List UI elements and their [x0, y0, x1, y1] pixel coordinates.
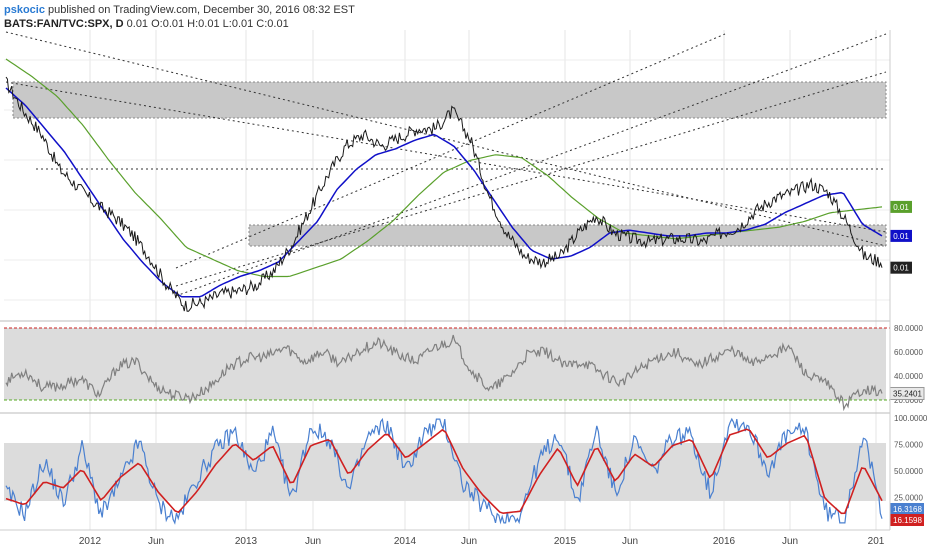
fast-moving-average-line[interactable] [5, 87, 883, 298]
chart-header: pskocic published on TradingView.com, De… [4, 3, 355, 31]
stoch-d-value-badge [890, 514, 924, 526]
time-tick-label: 2012 [79, 536, 102, 547]
support-zone [248, 224, 887, 247]
rsi-pane [4, 327, 890, 412]
time-tick-label: 2013 [235, 536, 258, 547]
publish-info: published on TradingView.com, December 3… [48, 4, 355, 16]
rsi-line[interactable] [5, 334, 883, 412]
price-line[interactable] [5, 76, 883, 312]
stoch-k-value-badge [890, 503, 924, 515]
price-label-value: 0.01 [893, 232, 909, 241]
stoch-tick-label: 25.0000 [894, 494, 923, 503]
time-scale[interactable]: 2012 Jun 2013 Jun 2014 Jun 2015 Jun 2016 Jun 201 [79, 536, 885, 547]
stoch-tick-label: 75.0000 [894, 441, 923, 450]
ohlc-values: 0.01 O:0.01 H:0.01 L:0.01 C:0.01 [126, 18, 289, 30]
price-scale[interactable]: 0.01 0.01 0.01 80.0000 60.0000 40.0000 20.0000… [889, 200, 928, 526]
price-label-value: 0.01 [893, 264, 909, 273]
time-tick-label: Jun [782, 536, 798, 547]
rsi-tick-label: 80.0000 [894, 324, 923, 333]
rsi-band [4, 328, 886, 400]
rsi-tick-label: 40.0000 [894, 372, 923, 381]
time-tick-label: Jun [305, 536, 321, 547]
downtrend-line-2[interactable] [5, 81, 887, 233]
price-pane [5, 31, 887, 312]
stoch-tick-label: 100.0000 [894, 414, 928, 423]
price-label-value: 0.01 [893, 203, 909, 212]
stoch-k-line[interactable] [5, 417, 883, 525]
uptrend-line-3[interactable] [175, 33, 887, 297]
price-label-badge [890, 200, 912, 213]
downtrend-line-1[interactable] [5, 31, 887, 247]
time-tick-label: Jun [461, 536, 477, 547]
stoch-tick-label: 50.0000 [894, 467, 923, 476]
stoch-d-line[interactable] [5, 428, 883, 515]
stoch-band [4, 443, 886, 501]
rsi-tick-label: 20.0000 [894, 396, 923, 405]
time-tick-label: 2016 [713, 536, 736, 547]
rsi-value-label: 35.2401 [893, 389, 922, 398]
uptrend-line-1[interactable] [175, 71, 887, 287]
stoch-k-value-label: 16.3168 [893, 505, 922, 514]
price-label-badge [890, 229, 912, 242]
price-label-badge [890, 261, 912, 274]
time-tick-label: 2015 [554, 536, 577, 547]
symbol-label[interactable]: BATS:FAN/TVC:SPX, D [4, 18, 124, 30]
time-tick-label: Jun [622, 536, 638, 547]
stoch-d-value-label: 16.1598 [893, 516, 922, 525]
stochastic-pane [4, 417, 886, 525]
author-link[interactable]: pskocic [4, 4, 45, 16]
rsi-tick-label: 60.0000 [894, 348, 923, 357]
time-tick-label: Jun [148, 536, 164, 547]
time-tick-label: 201 [868, 536, 885, 547]
time-tick-label: 2014 [394, 536, 417, 547]
